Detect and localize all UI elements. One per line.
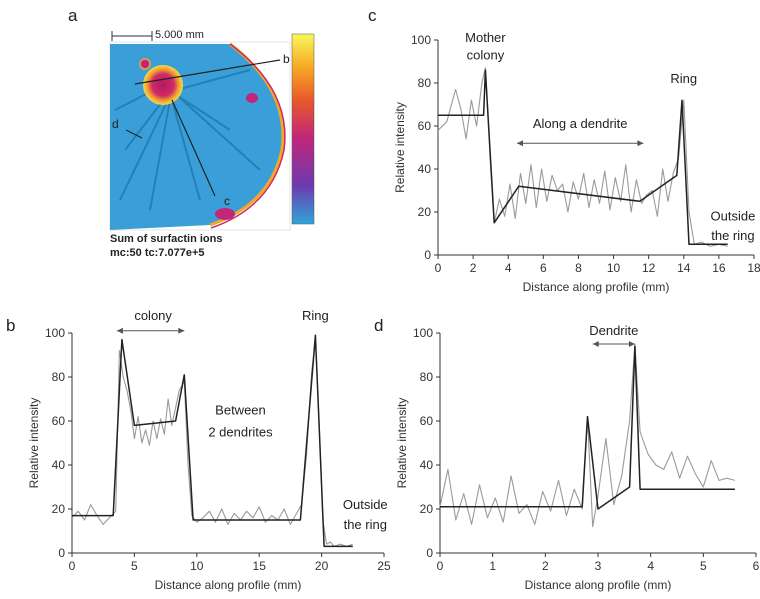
annotation-text-d: Dendrite [589, 323, 638, 338]
panel-letter-a: a [68, 6, 78, 25]
x-tick-label-c: 16 [712, 261, 726, 275]
x-tick-label-b: 10 [190, 559, 204, 573]
x-tick-label-d: 2 [542, 559, 549, 573]
annotation-text-c: colony [467, 47, 505, 62]
y-tick-label-b: 0 [58, 546, 65, 560]
y-axis-label-b: Relative intensity [27, 398, 41, 489]
profile-label-c: c [224, 194, 230, 208]
arrow-head-left-c [517, 140, 523, 147]
y-tick-label-d: 60 [420, 414, 434, 428]
annotation-text-b: Between [215, 402, 266, 417]
scale-bar [111, 31, 153, 41]
x-tick-label-b: 20 [315, 559, 329, 573]
annotation-text-b: the ring [344, 517, 387, 532]
panel-letter-d: d [374, 316, 384, 335]
y-tick-label-d: 0 [426, 546, 433, 560]
colorbar [291, 33, 315, 225]
chart-panel-c: 0 2 4 6 8 10 12 14 16 18 0 20 40 60 80 100 Distance alon… [393, 30, 760, 294]
image-caption-line2: mc:50 tc:7.077e+5 [110, 247, 205, 259]
image-caption-line1: Sum of surfactin ions [110, 233, 223, 245]
raw-series-b [71, 339, 353, 547]
y-tick-label-b: 40 [52, 458, 66, 472]
x-tick-label-c: 18 [747, 261, 760, 275]
y-tick-label-c: 0 [424, 248, 431, 262]
arrow-head-right-b [178, 327, 185, 334]
raw-series-d [439, 343, 736, 528]
annotation-text-c: Along a dendrite [533, 116, 628, 131]
annotation-text-b: Outside [343, 497, 388, 512]
panel-letter-b: b [6, 316, 16, 335]
y-tick-label-c: 100 [411, 33, 431, 47]
arrow-head-left-b [116, 327, 123, 334]
y-axis-label-d: Relative intensity [395, 398, 409, 489]
x-tick-label-d: 4 [647, 559, 654, 573]
annotation-text-b: colony [134, 309, 172, 323]
x-tick-label-c: 6 [540, 261, 547, 275]
segment_fit-series-b [72, 334, 353, 548]
x-tick-label-b: 15 [253, 559, 267, 573]
x-tick-label-d: 3 [595, 559, 602, 573]
x-tick-label-c: 12 [642, 261, 656, 275]
scalebar-label: 5.000 mm [155, 29, 204, 41]
segment_fit-series-d [440, 345, 735, 510]
x-tick-label-d: 0 [437, 559, 444, 573]
profile-label-d: d [112, 117, 119, 131]
x-tick-label-d: 5 [700, 559, 707, 573]
x-tick-label-c: 0 [435, 261, 442, 275]
x-tick-label-c: 2 [470, 261, 477, 275]
x-tick-label-c: 4 [505, 261, 512, 275]
x-tick-label-b: 0 [69, 559, 76, 573]
y-tick-label-c: 40 [418, 162, 432, 176]
y-tick-label-b: 100 [45, 326, 65, 340]
annotation-text-c: Outside [711, 209, 756, 224]
x-tick-label-c: 14 [677, 261, 691, 275]
y-tick-label-d: 20 [420, 502, 434, 516]
x-axis-label-c: Distance along profile (mm) [523, 280, 670, 294]
panel-letter-c: c [368, 6, 377, 25]
panel-a-image [109, 31, 315, 231]
y-tick-label-b: 60 [52, 414, 66, 428]
annotation-text-b: 2 dendrites [208, 424, 273, 439]
x-axis-label-d: Distance along profile (mm) [525, 578, 672, 592]
annotation-text-c: Mother [465, 30, 506, 45]
x-tick-label-c: 10 [607, 261, 621, 275]
annotation-text-c: Ring [670, 71, 697, 86]
y-tick-label-c: 60 [418, 119, 432, 133]
x-tick-label-b: 25 [377, 559, 390, 573]
arrow-head-right-d [628, 341, 635, 347]
x-tick-label-c: 8 [575, 261, 582, 275]
arrow-head-right-c [637, 140, 644, 147]
x-tick-label-d: 6 [753, 559, 760, 573]
segment_fit-series-c [438, 69, 728, 246]
annotation-text-b: Mother [133, 309, 174, 310]
profile-label-b: b [283, 52, 290, 66]
y-axis-label-c: Relative intensity [393, 102, 407, 193]
x-tick-label-d: 1 [489, 559, 496, 573]
y-tick-label-d: 40 [420, 458, 434, 472]
chart-panel-b: 0 5 10 15 20 25 0 20 40 60 80 100 Distance along pro… [27, 309, 390, 592]
y-tick-label-d: 80 [420, 370, 434, 384]
y-tick-label-b: 80 [52, 370, 66, 384]
annotation-text-c: the ring [711, 228, 754, 243]
y-tick-label-d: 100 [413, 326, 433, 340]
y-tick-label-c: 80 [418, 76, 432, 90]
y-tick-label-c: 20 [418, 205, 432, 219]
x-tick-label-b: 5 [131, 559, 138, 573]
arrow-head-left-d [592, 341, 599, 347]
y-tick-label-b: 20 [52, 502, 66, 516]
x-axis-label-b: Distance along profile (mm) [155, 578, 302, 592]
annotation-text-b: Ring [302, 309, 329, 323]
